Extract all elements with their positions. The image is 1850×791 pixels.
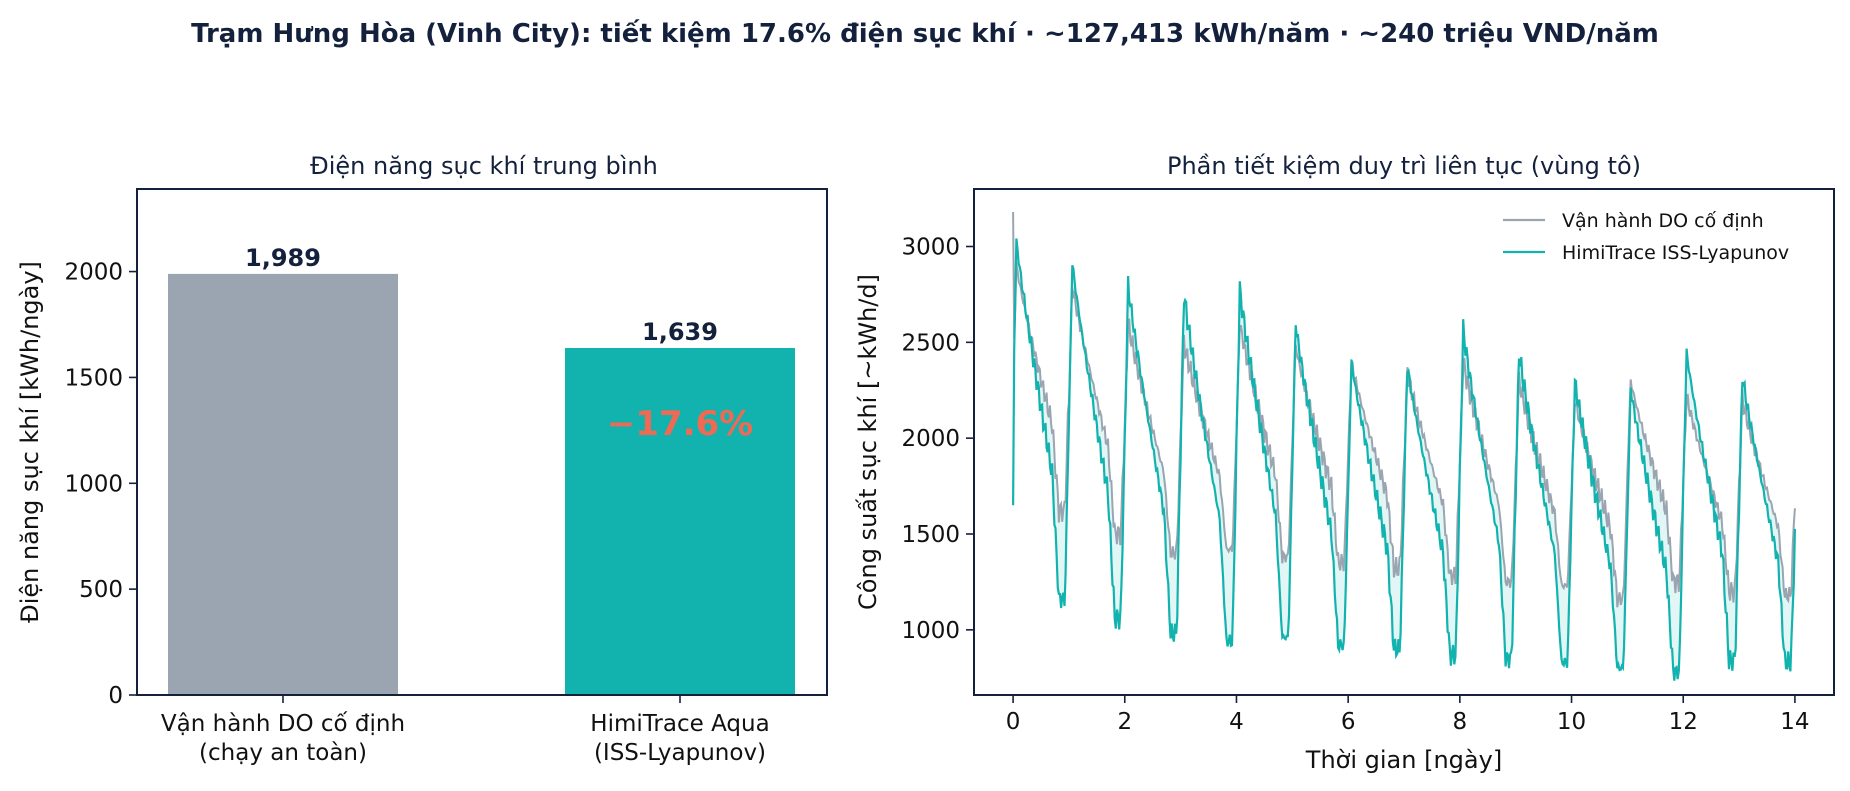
bar-marks: 1,989 1,639 −17.6% bbox=[168, 244, 795, 695]
bar-y-tick-label-3: 1500 bbox=[64, 365, 123, 391]
line-x-axis-label: Thời gian [ngày] bbox=[1305, 746, 1502, 774]
line-y-tick-label-3: 2500 bbox=[901, 330, 960, 356]
line-x-tick-label-2: 4 bbox=[1229, 709, 1244, 735]
bar-chart-title: Điện năng sục khí trung bình bbox=[310, 152, 658, 180]
bar-y-tick-label-2: 1000 bbox=[64, 471, 123, 497]
bar-value-label-0: 1,989 bbox=[245, 244, 321, 272]
line-x-tick-label-4: 8 bbox=[1453, 709, 1468, 735]
bar-y-ticks: 0 500 1000 1500 2000 bbox=[64, 260, 137, 709]
line-x-tick-label-6: 12 bbox=[1669, 709, 1698, 735]
line-y-tick-label-4: 3000 bbox=[901, 235, 960, 261]
line-y-tick-label-2: 2000 bbox=[901, 426, 960, 452]
series-line-0 bbox=[1012, 211, 1796, 608]
bar-chart-frame bbox=[136, 188, 828, 696]
line-x-tick-label-1: 2 bbox=[1117, 709, 1132, 735]
bar-1 bbox=[565, 347, 795, 695]
line-chart-title: Phần tiết kiệm duy trì liên tục (vùng tô… bbox=[1167, 152, 1641, 180]
line-chart-frame bbox=[973, 188, 1835, 696]
line-x-tick-label-0: 0 bbox=[1006, 709, 1021, 735]
line-marks bbox=[1012, 211, 1796, 681]
figure-title: Trạm Hưng Hòa (Vinh City): tiết kiệm 17.… bbox=[191, 18, 1659, 49]
line-x-ticks: 0 2 4 6 8 10 12 14 bbox=[1006, 695, 1810, 735]
bar-x-ticks: Vận hành DO cố định (chạy an toàn) HimiTra… bbox=[161, 695, 770, 766]
bar-0 bbox=[168, 273, 398, 695]
line-y-tick-label-0: 1000 bbox=[901, 618, 960, 644]
bar-x-tick-label-1: HimiTrace Aqua (ISS-Lyapunov) bbox=[590, 711, 769, 766]
bar-chart: Điện năng sục khí trung bình 1,989 1,639 −… bbox=[16, 152, 828, 766]
legend-label-1: HimiTrace ISS-Lyapunov bbox=[1562, 242, 1789, 264]
bar-y-tick-label-0: 0 bbox=[108, 683, 123, 709]
line-x-tick-label-3: 6 bbox=[1341, 709, 1356, 735]
bar-y-tick-label-1: 500 bbox=[79, 577, 123, 603]
line-chart: Phần tiết kiệm duy trì liên tục (vùng tô… bbox=[854, 152, 1835, 774]
bar-value-label-1: 1,639 bbox=[642, 318, 718, 346]
savings-annotation: −17.6% bbox=[607, 404, 753, 444]
bar-x-tick-label-0: Vận hành DO cố định (chạy an toàn) bbox=[161, 711, 405, 766]
line-y-tick-label-1: 1500 bbox=[901, 522, 960, 548]
line-y-axis-label: Công suất sục khí [~kWh/d] bbox=[854, 274, 882, 610]
line-x-tick-label-5: 10 bbox=[1557, 709, 1586, 735]
bar-y-axis-label: Điện năng sục khí [kWh/ngày] bbox=[16, 261, 44, 623]
bar-y-tick-label-4: 2000 bbox=[64, 260, 123, 286]
legend-label-0: Vận hành DO cố định bbox=[1562, 210, 1764, 232]
series-line-1 bbox=[1012, 238, 1796, 681]
line-legend: Vận hành DO cố định HimiTrace ISS-Lyapuno… bbox=[1503, 210, 1789, 264]
line-y-ticks: 1000 1500 2000 2500 3000 bbox=[901, 235, 974, 644]
line-x-tick-label-7: 14 bbox=[1780, 709, 1809, 735]
